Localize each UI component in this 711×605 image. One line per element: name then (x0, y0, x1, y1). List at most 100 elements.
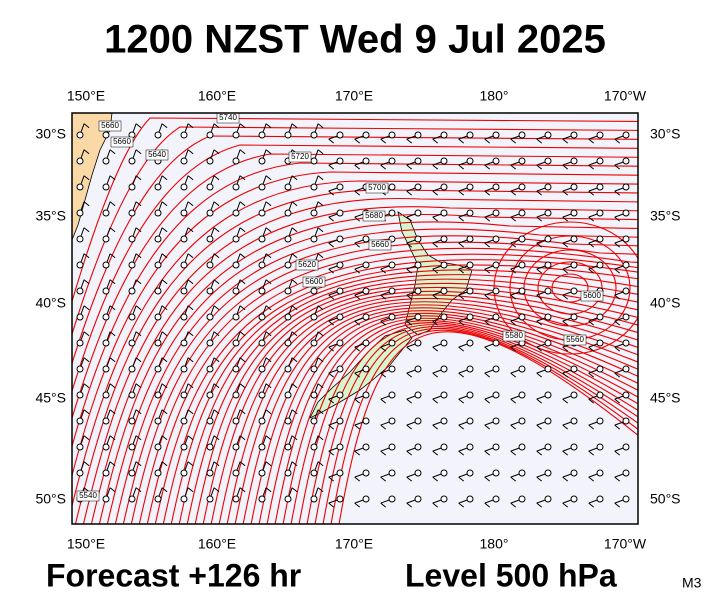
barb-feather (109, 279, 116, 285)
barb-station (622, 209, 630, 217)
lat-label-right: 35°S (650, 208, 681, 224)
barb-feather (328, 424, 335, 430)
barb-feather (588, 242, 595, 248)
barb-station (232, 183, 240, 191)
barb-station (440, 287, 448, 295)
barb-station (596, 183, 604, 191)
barb-feather (109, 487, 116, 493)
barb-feather (458, 216, 465, 222)
lon-label-bottom: 180° (480, 536, 509, 552)
barb-station (336, 495, 344, 503)
barb-station (336, 157, 344, 165)
barb-feather (562, 242, 569, 248)
barb-station (596, 365, 604, 373)
barb-feather (239, 149, 246, 155)
barb-feather (510, 450, 517, 456)
barb-feather (83, 201, 90, 207)
barb-station (596, 443, 604, 451)
barb-station (206, 391, 214, 399)
contour-ring (493, 221, 638, 355)
barb-feather (354, 294, 361, 300)
barb-station (128, 339, 136, 347)
barb-feather (536, 398, 543, 404)
barb-station (76, 287, 84, 295)
barb-feather (265, 487, 272, 493)
barb-feather (291, 357, 298, 363)
barb-station (596, 495, 604, 503)
barb-feather (187, 461, 194, 467)
barb-station (258, 339, 266, 347)
barb-station (466, 183, 474, 191)
barb-feather (406, 242, 413, 248)
barb-station (596, 391, 604, 399)
barb-feather (432, 164, 439, 170)
barb-station (440, 261, 448, 269)
barb-station (544, 131, 552, 139)
barb-feather (406, 450, 413, 456)
barb-station (154, 339, 162, 347)
barb-station (388, 183, 396, 191)
barb-station (180, 261, 188, 269)
barb-station (336, 339, 344, 347)
barb-feather (317, 435, 324, 441)
barb-feather (328, 372, 335, 378)
barb-station (388, 209, 396, 217)
barb-feather (187, 331, 194, 337)
barb-station (466, 261, 474, 269)
barb-feather (291, 175, 298, 181)
barb-feather (135, 461, 142, 467)
barb-station (232, 287, 240, 295)
barb-feather (458, 242, 465, 248)
barb-station (310, 391, 318, 399)
barb-feather (213, 201, 220, 207)
contour-label: 5640 (148, 150, 166, 159)
barb-station (466, 235, 474, 243)
barb-station (180, 391, 188, 399)
barb-station (102, 235, 110, 243)
barb-feather (354, 424, 361, 430)
barb-feather (317, 123, 324, 129)
barb-feather (614, 450, 621, 456)
barb-station (128, 157, 136, 165)
forecast-label: Forecast +126 hr (46, 557, 301, 593)
barb-station (570, 157, 578, 165)
barb-station (128, 391, 136, 399)
contour-line (306, 324, 638, 524)
barb-feather (291, 331, 298, 337)
barb-station (336, 183, 344, 191)
barb-station (414, 339, 422, 347)
barb-station (570, 443, 578, 451)
barb-station (414, 261, 422, 269)
barb-feather (135, 253, 142, 259)
barb-feather (432, 190, 439, 196)
barb-station (102, 261, 110, 269)
barb-feather (458, 164, 465, 170)
barb-station (76, 235, 84, 243)
barb-station (284, 235, 292, 243)
barb-feather (265, 435, 272, 441)
barb-station (258, 313, 266, 321)
barb-feather (406, 164, 413, 170)
barb-station (388, 365, 396, 373)
barb-feather (484, 398, 491, 404)
barb-feather (380, 320, 387, 326)
lat-label-left: 40°S (35, 295, 66, 311)
barb-station (440, 495, 448, 503)
barb-feather (213, 409, 220, 415)
barb-station (102, 157, 110, 165)
contour-line (72, 171, 638, 478)
barb-feather (536, 476, 543, 482)
barb-station (544, 287, 552, 295)
barb-feather (484, 190, 491, 196)
barb-station (310, 157, 318, 165)
barb-station (310, 235, 318, 243)
barb-feather (265, 253, 272, 259)
barb-feather (536, 372, 543, 378)
barb-station (544, 313, 552, 321)
barb-feather (562, 502, 569, 508)
barb-station (388, 157, 396, 165)
barb-station (414, 391, 422, 399)
barb-station (76, 157, 84, 165)
barb-station (232, 235, 240, 243)
